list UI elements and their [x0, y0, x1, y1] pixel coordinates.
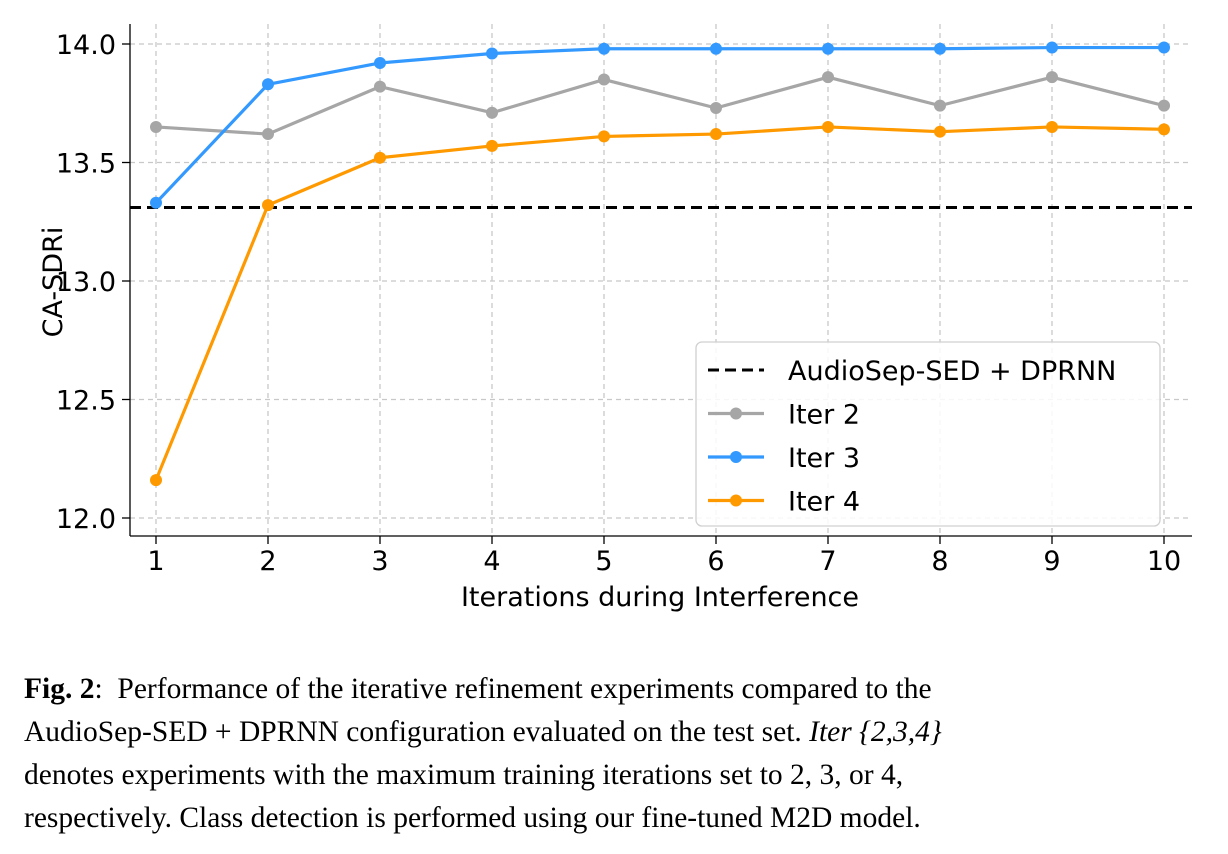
data-point [1158, 123, 1170, 136]
x-tick-label: 2 [259, 546, 276, 577]
y-axis-label: CA-SDRi [38, 227, 69, 338]
caption-line-3: denotes experiments with the maximum tra… [24, 759, 904, 791]
data-point [710, 101, 722, 114]
data-point [1046, 41, 1058, 54]
x-tick-label: 3 [371, 546, 388, 577]
x-tick-label: 7 [819, 546, 836, 577]
data-point [374, 80, 386, 93]
caption-iter-word: Iter [809, 716, 852, 748]
data-point [710, 128, 722, 141]
x-tick-label: 5 [595, 546, 612, 577]
data-point [822, 42, 834, 55]
legend-item: AudioSep-SED + DPRNN [708, 356, 1116, 387]
line-chart: 12.0 12.5 13.0 13.5 14.0 1 2 3 4 5 6 7 8 9 10 CA-SDRi… [38, 24, 1192, 613]
caption-line-4: respectively. Class detection is perform… [24, 802, 921, 834]
caption-text-2: AudioSep-SED + DPRNN configuration evalu… [24, 716, 802, 748]
data-point [934, 125, 946, 138]
data-point [598, 73, 610, 86]
data-point [374, 151, 386, 164]
legend-label: AudioSep-SED + DPRNN [788, 356, 1116, 387]
caption-line-2: AudioSep-SED + DPRNN configuration evalu… [24, 711, 1204, 754]
data-point [1046, 71, 1058, 84]
data-point [486, 139, 498, 152]
y-tick-label: 13.5 [56, 149, 116, 180]
legend-item: Iter 3 [708, 443, 860, 474]
x-tick-label: 4 [483, 546, 500, 577]
data-point [822, 71, 834, 84]
figure-label: Fig. 2 [24, 673, 95, 705]
y-tick-label: 12.0 [56, 504, 116, 535]
series-iter-3 [150, 41, 1170, 209]
data-point [150, 196, 162, 209]
legend-marker [730, 407, 742, 420]
x-tick-label: 10 [1147, 546, 1181, 577]
data-point [598, 130, 610, 143]
data-point [822, 120, 834, 133]
x-tick-label: 6 [707, 546, 724, 577]
data-point [374, 56, 386, 69]
axes [129, 24, 1192, 537]
data-point [486, 47, 498, 60]
series-iter-4 [150, 120, 1170, 487]
caption-iter-set: {2,3,4} [859, 716, 942, 748]
legend-item: Iter 2 [708, 400, 860, 431]
data-point [710, 42, 722, 55]
series-iter-2 [150, 71, 1170, 141]
x-axis-ticks: 1 2 3 4 5 6 7 8 9 10 [147, 536, 1181, 577]
data-point [934, 42, 946, 55]
legend-item: Iter 4 [708, 487, 860, 518]
data-point [262, 78, 274, 91]
data-point [150, 120, 162, 133]
legend-box [695, 341, 1161, 527]
x-tick-label: 9 [1043, 546, 1060, 577]
data-point [598, 42, 610, 55]
data-point [934, 99, 946, 112]
legend-label: Iter 4 [788, 487, 860, 518]
y-tick-label: 12.5 [56, 386, 116, 417]
series-layer [150, 41, 1170, 487]
x-axis-label: Iterations during Interference [461, 582, 859, 613]
data-point [1046, 120, 1058, 133]
data-point [1158, 41, 1170, 54]
legend-label: Iter 2 [788, 400, 860, 431]
series-line [155, 75, 1165, 136]
y-axis-ticks: 12.0 12.5 13.0 13.5 14.0 [56, 30, 130, 535]
legend-label: Iter 3 [788, 443, 860, 474]
legend-marker [730, 451, 742, 463]
y-tick-label: 13.0 [56, 267, 116, 298]
data-point [262, 199, 274, 212]
caption-line-1: Fig. 2: Performance of the iterative ref… [24, 673, 932, 705]
figure-caption: Fig. 2: Performance of the iterative ref… [24, 668, 1204, 840]
data-point [150, 474, 162, 487]
caption-text-1: Performance of the iterative refinement … [117, 673, 932, 705]
data-point [486, 106, 498, 119]
data-point [1158, 99, 1170, 112]
x-tick-label: 1 [147, 546, 164, 577]
y-tick-label: 14.0 [56, 30, 116, 61]
series-line [154, 125, 1165, 481]
legend-marker [730, 494, 742, 507]
x-tick-label: 8 [931, 546, 948, 577]
legend: AudioSep-SED + DPRNN Iter 2 Iter 3 Iter 4 [695, 341, 1161, 527]
series-line [154, 45, 1164, 204]
data-point [262, 128, 274, 141]
